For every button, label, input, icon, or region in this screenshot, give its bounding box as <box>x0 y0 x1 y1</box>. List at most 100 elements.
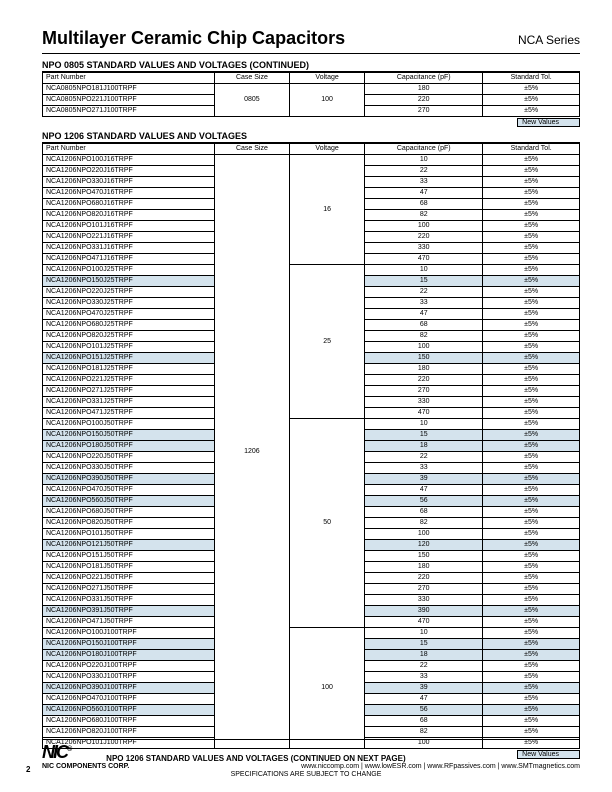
tolerance-cell: ±5% <box>483 166 580 177</box>
capacitance-cell: 18 <box>365 441 483 452</box>
col-case-size: Case Size <box>214 144 289 155</box>
capacitance-cell: 270 <box>365 106 483 117</box>
tolerance-cell: ±5% <box>483 188 580 199</box>
table-0805: Part Number Case Size Voltage Capacitanc… <box>42 72 580 117</box>
part-number-cell: NCA1206NPO330J25TRPF <box>43 298 215 309</box>
col-voltage: Voltage <box>290 144 365 155</box>
tolerance-cell: ±5% <box>483 254 580 265</box>
tolerance-cell: ±5% <box>483 320 580 331</box>
capacitance-cell: 22 <box>365 287 483 298</box>
tolerance-cell: ±5% <box>483 705 580 716</box>
part-number-cell: NCA1206NPO390J100TRPF <box>43 683 215 694</box>
part-number-cell: NCA1206NPO680J100TRPF <box>43 716 215 727</box>
col-tolerance: Standard Tol. <box>483 144 580 155</box>
tolerance-cell: ±5% <box>483 342 580 353</box>
capacitance-cell: 47 <box>365 188 483 199</box>
capacitance-cell: 330 <box>365 595 483 606</box>
part-number-cell: NCA1206NPO220J25TRPF <box>43 287 215 298</box>
tolerance-cell: ±5% <box>483 661 580 672</box>
capacitance-cell: 18 <box>365 650 483 661</box>
tolerance-cell: ±5% <box>483 694 580 705</box>
part-number-cell: NCA1206NPO220J100TRPF <box>43 661 215 672</box>
tolerance-cell: ±5% <box>483 397 580 408</box>
capacitance-cell: 39 <box>365 683 483 694</box>
tolerance-cell: ±5% <box>483 617 580 628</box>
tolerance-cell: ±5% <box>483 221 580 232</box>
part-number-cell: NCA1206NPO820J16TRPF <box>43 210 215 221</box>
table-1206: Part Number Case Size Voltage Capacitanc… <box>42 143 580 749</box>
new-values-badge: New Values <box>517 118 580 127</box>
tolerance-cell: ±5% <box>483 683 580 694</box>
capacitance-cell: 220 <box>365 375 483 386</box>
tolerance-cell: ±5% <box>483 331 580 342</box>
part-number-cell: NCA1206NPO221J16TRPF <box>43 232 215 243</box>
capacitance-cell: 270 <box>365 386 483 397</box>
tolerance-cell: ±5% <box>483 309 580 320</box>
tolerance-cell: ±5% <box>483 463 580 474</box>
part-number-cell: NCA1206NPO180J50TRPF <box>43 441 215 452</box>
spec-notice: SPECIFICATIONS ARE SUBJECT TO CHANGE <box>0 771 612 778</box>
tolerance-cell: ±5% <box>483 95 580 106</box>
tolerance-cell: ±5% <box>483 210 580 221</box>
tolerance-cell: ±5% <box>483 595 580 606</box>
page-footer: NIC® NPO 1206 STANDARD VALUES AND VOLTAG… <box>0 739 612 778</box>
tolerance-cell: ±5% <box>483 551 580 562</box>
tolerance-cell: ±5% <box>483 298 580 309</box>
tolerance-cell: ±5% <box>483 232 580 243</box>
capacitance-cell: 22 <box>365 452 483 463</box>
capacitance-cell: 270 <box>365 584 483 595</box>
part-number-cell: NCA1206NPO100J50TRPF <box>43 419 215 430</box>
col-capacitance: Capacitance (pF) <box>365 144 483 155</box>
section2-heading: NPO 1206 STANDARD VALUES AND VOLTAGES <box>42 131 580 143</box>
part-number-cell: NCA1206NPO331J16TRPF <box>43 243 215 254</box>
part-number-cell: NCA1206NPO151J25TRPF <box>43 353 215 364</box>
tolerance-cell: ±5% <box>483 106 580 117</box>
part-number-cell: NCA1206NPO680J50TRPF <box>43 507 215 518</box>
tolerance-cell: ±5% <box>483 606 580 617</box>
part-number-cell: NCA1206NPO100J100TRPF <box>43 628 215 639</box>
tolerance-cell: ±5% <box>483 353 580 364</box>
capacitance-cell: 82 <box>365 331 483 342</box>
tolerance-cell: ±5% <box>483 364 580 375</box>
table-row: NCA1206NPO100J100TRPF 100 10 ±5% <box>43 628 580 639</box>
table-row: NCA1206NPO100J25TRPF 25 10 ±5% <box>43 265 580 276</box>
footer-urls: www.niccomp.com | www.lowESR.com | www.R… <box>301 763 580 770</box>
capacitance-cell: 82 <box>365 518 483 529</box>
capacitance-cell: 10 <box>365 155 483 166</box>
part-number-cell: NCA1206NPO101J16TRPF <box>43 221 215 232</box>
capacitance-cell: 33 <box>365 298 483 309</box>
section1-heading: NPO 0805 STANDARD VALUES AND VOLTAGES (C… <box>42 60 580 72</box>
part-number-cell: NCA1206NPO470J100TRPF <box>43 694 215 705</box>
tolerance-cell: ±5% <box>483 199 580 210</box>
col-part-number: Part Number <box>43 144 215 155</box>
tolerance-cell: ±5% <box>483 287 580 298</box>
part-number-cell: NCA1206NPO220J16TRPF <box>43 166 215 177</box>
capacitance-cell: 180 <box>365 364 483 375</box>
tolerance-cell: ±5% <box>483 430 580 441</box>
capacitance-cell: 390 <box>365 606 483 617</box>
part-number-cell: NCA1206NPO101J25TRPF <box>43 342 215 353</box>
part-number-cell: NCA1206NPO181J50TRPF <box>43 562 215 573</box>
tolerance-cell: ±5% <box>483 628 580 639</box>
tolerance-cell: ±5% <box>483 276 580 287</box>
col-part-number: Part Number <box>43 73 215 84</box>
tolerance-cell: ±5% <box>483 529 580 540</box>
part-number-cell: NCA1206NPO150J50TRPF <box>43 430 215 441</box>
capacitance-cell: 22 <box>365 166 483 177</box>
part-number-cell: NCA1206NPO680J16TRPF <box>43 199 215 210</box>
voltage-cell: 100 <box>290 84 365 117</box>
capacitance-cell: 68 <box>365 507 483 518</box>
capacitance-cell: 10 <box>365 419 483 430</box>
part-number-cell: NCA1206NPO471J50TRPF <box>43 617 215 628</box>
part-number-cell: NCA1206NPO470J50TRPF <box>43 485 215 496</box>
part-number-cell: NCA1206NPO181J25TRPF <box>43 364 215 375</box>
tolerance-cell: ±5% <box>483 375 580 386</box>
tolerance-cell: ±5% <box>483 716 580 727</box>
part-number-cell: NCA1206NPO100J16TRPF <box>43 155 215 166</box>
tolerance-cell: ±5% <box>483 496 580 507</box>
part-number-cell: NCA1206NPO271J50TRPF <box>43 584 215 595</box>
capacitance-cell: 47 <box>365 694 483 705</box>
part-number-cell: NCA1206NPO820J50TRPF <box>43 518 215 529</box>
tolerance-cell: ±5% <box>483 419 580 430</box>
tolerance-cell: ±5% <box>483 452 580 463</box>
